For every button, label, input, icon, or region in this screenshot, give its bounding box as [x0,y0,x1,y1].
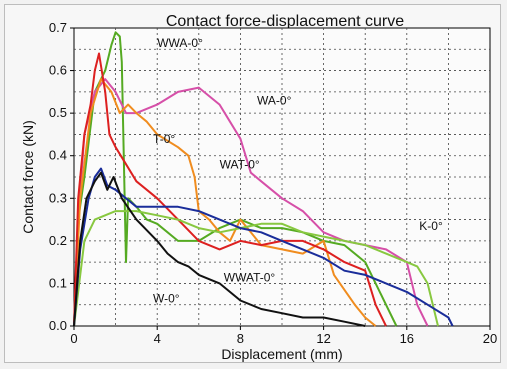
grid-lines [74,28,490,326]
y-tick-label-0: 0.0 [49,318,67,333]
x-tick-label-3: 12 [316,331,330,346]
series-line-3 [73,52,387,327]
annotation-label-4: K-0° [419,219,443,233]
series-group [73,31,454,327]
y-tick-label-5: 0.5 [49,105,67,120]
series-line-4 [73,210,439,327]
series-line-0 [73,31,398,327]
annotation-label-0: WWA-0° [157,36,203,50]
contact-force-displacement-chart: Contact force-displacement curve WWA-0°W… [20,13,497,362]
y-tick-label-3: 0.3 [49,190,67,205]
series-line-6 [73,171,366,327]
chart-title: Contact force-displacement curve [166,13,404,30]
annotation-label-2: T-0° [153,132,175,146]
annotation-label-3: WAT-0° [220,157,260,171]
y-tick-label-2: 0.2 [49,233,67,248]
x-tick-label-1: 4 [154,331,161,346]
x-tick-label-0: 0 [70,331,77,346]
y-tick-label-6: 0.6 [49,63,67,78]
x-axis-title: Displacement (mm) [221,346,342,362]
y-tick-label-1: 0.1 [49,275,67,290]
x-tick-label-2: 8 [237,331,244,346]
x-tick-label-5: 20 [483,331,497,346]
x-tick-label-4: 16 [400,331,414,346]
chart-frame: Contact force-displacement curve WWA-0° W… [4,4,501,363]
y-tick-label-7: 0.7 [49,20,67,35]
series-line-5 [73,167,454,327]
annotation-label-1: WA-0° [257,94,292,108]
annotation-label-6: W-0° [153,292,180,306]
y-tick-label-4: 0.4 [49,148,67,163]
plot-area [73,27,491,327]
y-axis-title: Contact force (kN) [20,120,36,234]
annotation-label-5: WWAT-0° [224,270,276,284]
annotations: WWA-0° WA-0° T-0° WAT-0° K-0° WWAT-0° W-0° [153,36,443,305]
axis-ticks: 0 4 8 12 16 20 0.0 0.1 0.2 0.3 0.4 0.5 0.6 0.7 [49,20,497,346]
